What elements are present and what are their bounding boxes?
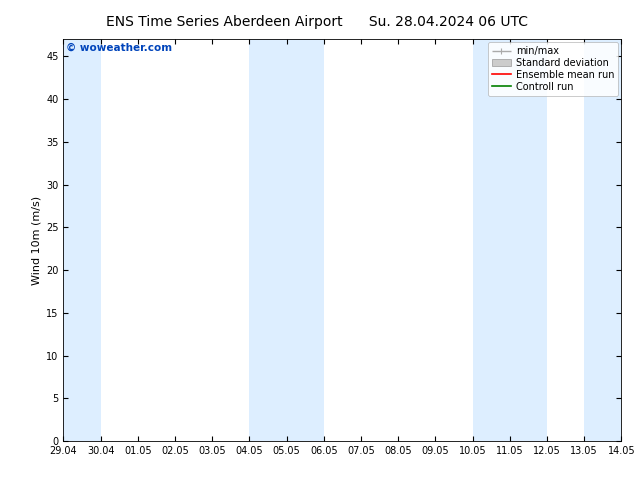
Bar xyxy=(249,39,324,441)
Y-axis label: Wind 10m (m/s): Wind 10m (m/s) xyxy=(32,196,42,285)
Text: © woweather.com: © woweather.com xyxy=(66,43,172,53)
Legend: min/max, Standard deviation, Ensemble mean run, Controll run: min/max, Standard deviation, Ensemble me… xyxy=(488,42,618,96)
Bar xyxy=(584,39,621,441)
Text: ENS Time Series Aberdeen Airport      Su. 28.04.2024 06 UTC: ENS Time Series Aberdeen Airport Su. 28.… xyxy=(106,15,528,29)
Bar xyxy=(472,39,547,441)
Bar xyxy=(63,39,101,441)
